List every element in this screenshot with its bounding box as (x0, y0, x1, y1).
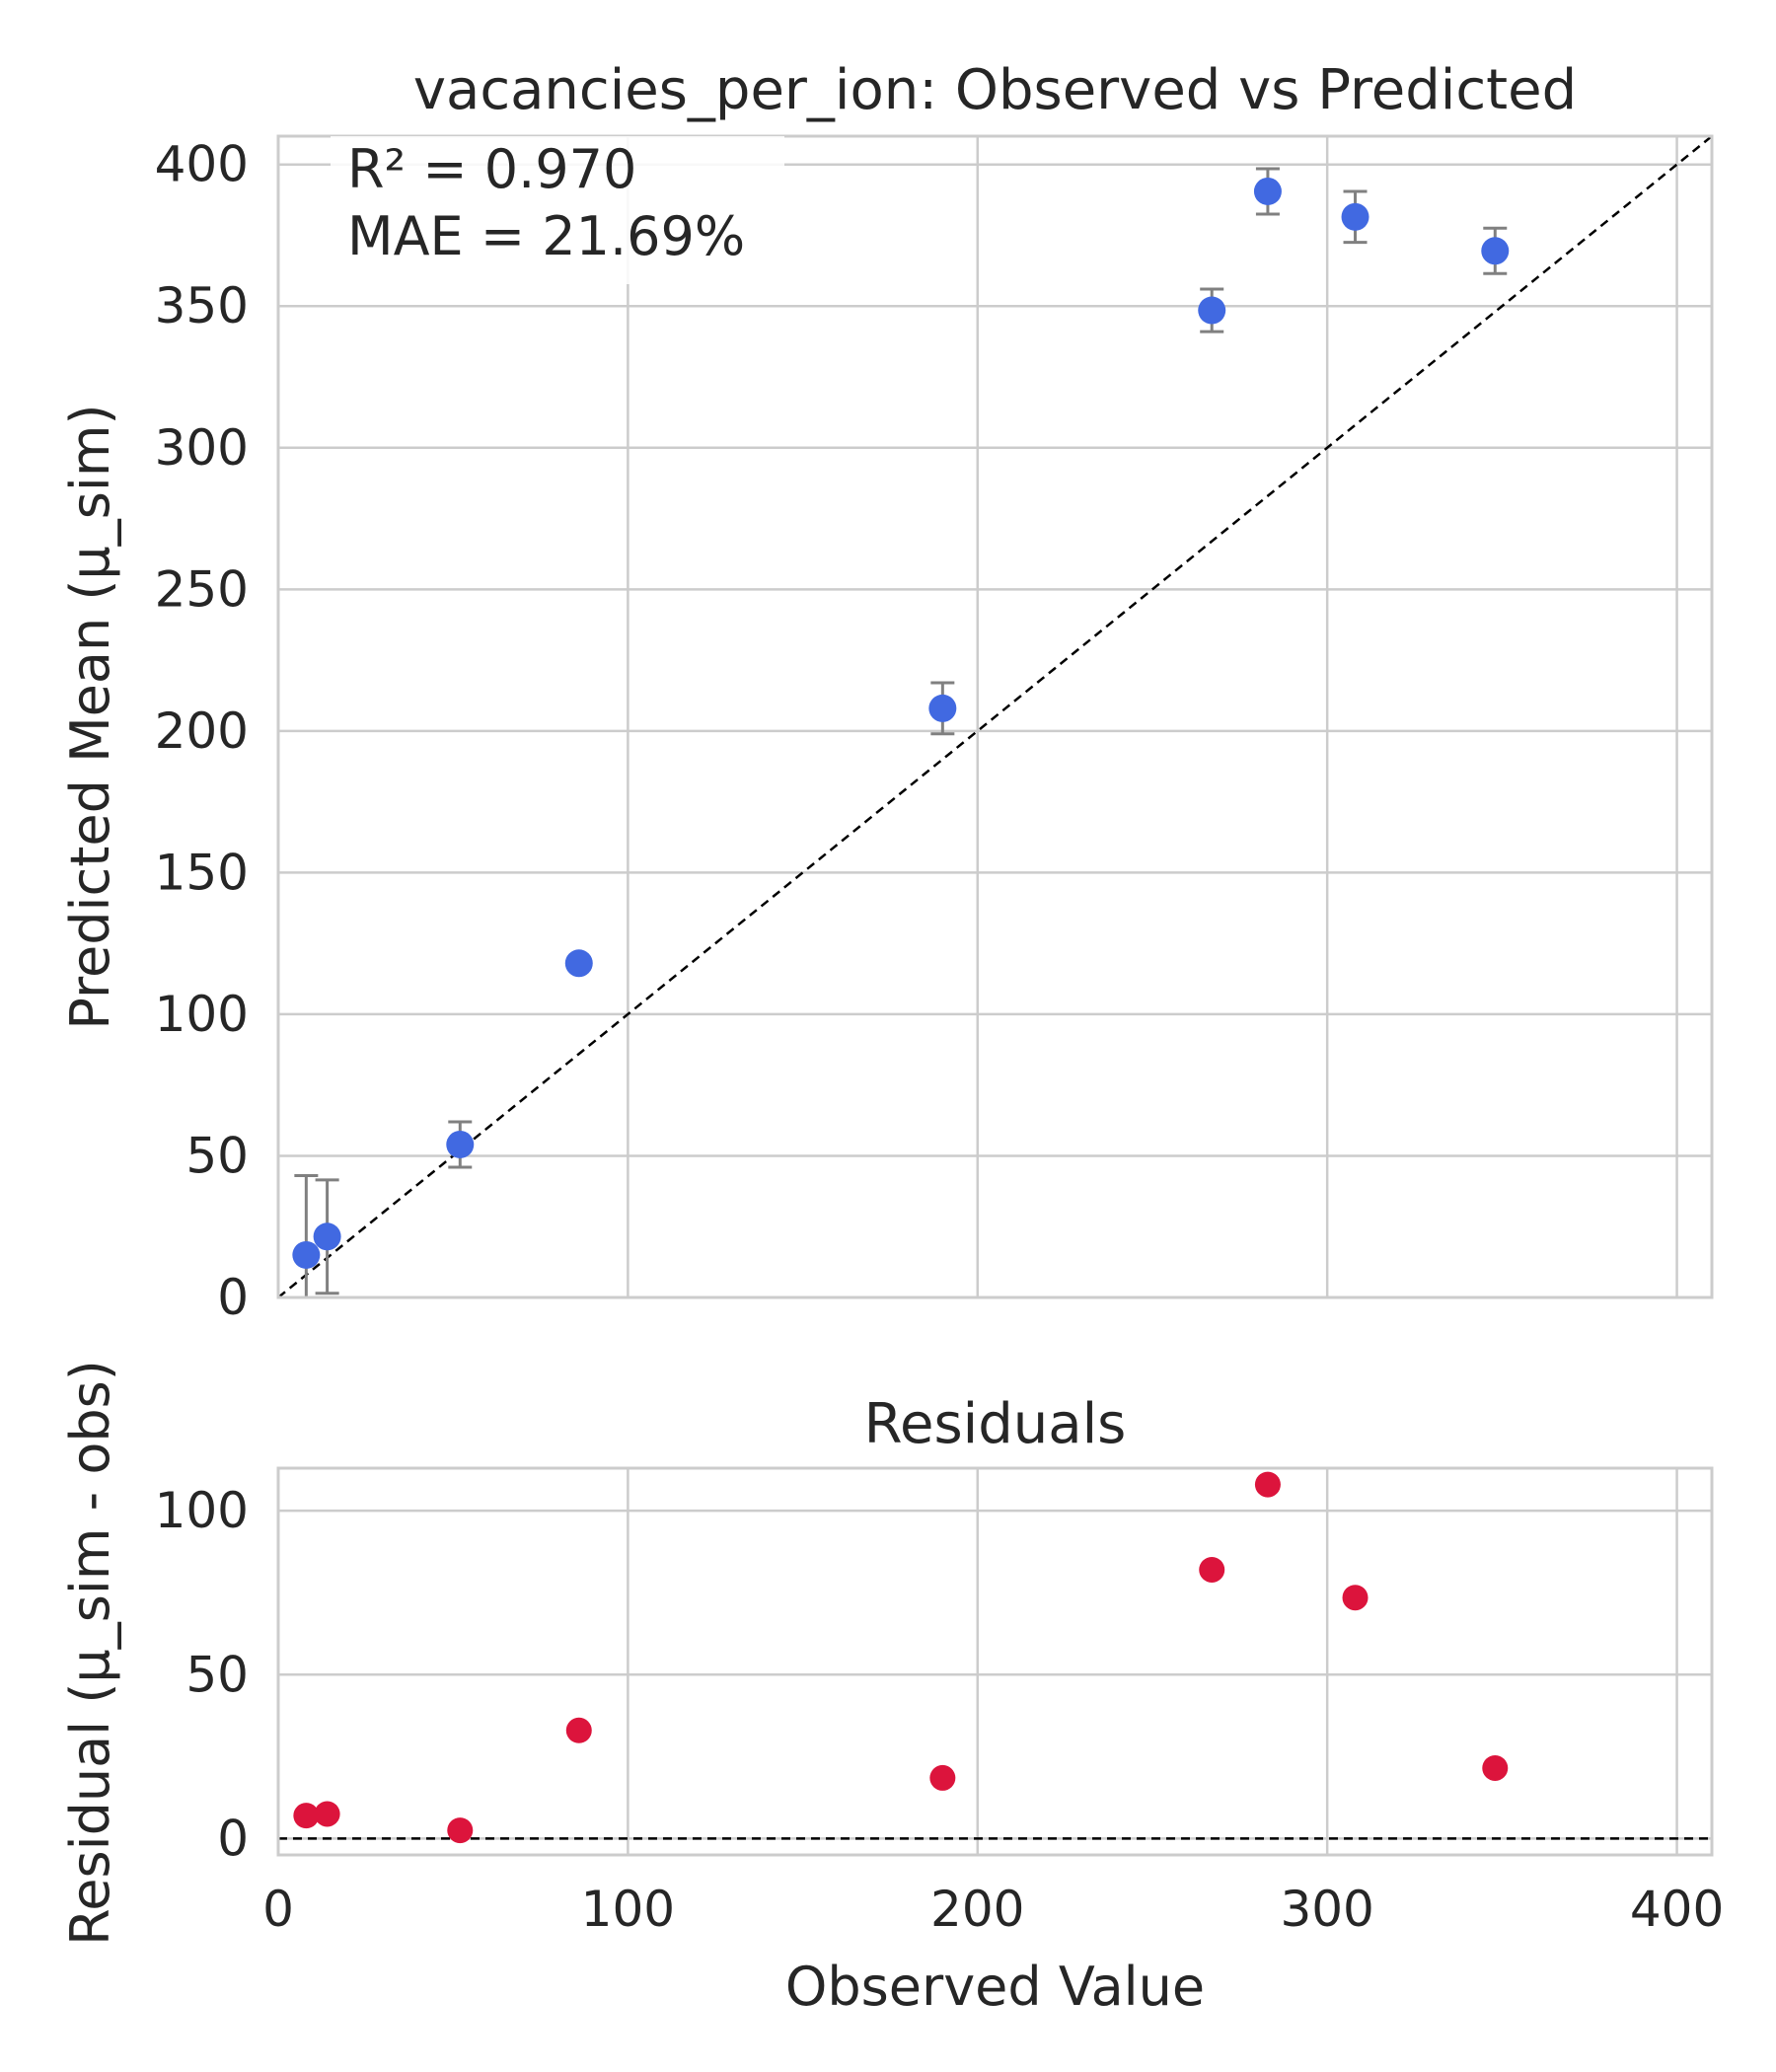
residual-point (314, 1801, 340, 1827)
residual-points (293, 1471, 1509, 1844)
residual-point (1482, 1754, 1509, 1781)
mae-annotation: MAE = 21.69% (347, 205, 745, 267)
top-chart-title: vacancies_per_ion: Observed vs Predicted (413, 58, 1577, 122)
top-y-tick-label: 150 (155, 844, 249, 901)
observed-vs-predicted-panel: 0 50 100 150 200 250 300 350 400 R² = 0.970 MAE … (59, 58, 1714, 1326)
bottom-y-tick-label: 0 (217, 1810, 249, 1867)
top-y-axis-label: Predicted Mean (μ_sim) (59, 404, 121, 1029)
predicted-point (1341, 202, 1369, 231)
predicted-point (564, 949, 593, 978)
residual-point (293, 1803, 320, 1829)
x-tick-label: 0 (262, 1881, 294, 1938)
top-y-tick-label: 400 (155, 136, 249, 193)
identity-reference-line (277, 135, 1713, 1298)
top-y-tick-label: 250 (155, 560, 249, 618)
top-y-tick-label: 0 (217, 1269, 249, 1326)
residual-point (1342, 1585, 1369, 1611)
top-points (292, 177, 1510, 1269)
residual-point (1254, 1471, 1281, 1498)
residual-y-axis-label: Residual (μ_sim - obs) (59, 1360, 121, 1946)
residual-point (447, 1817, 474, 1844)
predicted-point (1481, 237, 1510, 265)
predicted-point (1253, 177, 1282, 205)
top-y-tick-label: 350 (155, 277, 249, 334)
top-y-tick-label: 200 (155, 703, 249, 760)
bottom-y-tick-label: 50 (185, 1646, 249, 1703)
top-y-tick-label: 300 (155, 419, 249, 477)
top-y-tick-labels: 0 50 100 150 200 250 300 350 400 (155, 136, 249, 1326)
residuals-panel: 0 50 100 0 100 200 300 400 Residuals Residual … (59, 1360, 1724, 2018)
residuals-title: Residuals (864, 1392, 1127, 1456)
residual-point (929, 1764, 956, 1791)
x-tick-label: 100 (581, 1881, 675, 1938)
x-tick-label: 300 (1280, 1881, 1373, 1938)
bottom-y-tick-labels: 0 50 100 (155, 1482, 249, 1867)
residual-point (565, 1717, 592, 1743)
residual-point (1199, 1556, 1225, 1583)
x-axis-label: Observed Value (785, 1956, 1205, 2018)
bottom-plot-frame (276, 1466, 1714, 1857)
predicted-point (292, 1240, 321, 1269)
x-tick-label: 200 (930, 1881, 1024, 1938)
predicted-point (313, 1222, 341, 1251)
stats-annotation-box (331, 136, 784, 284)
x-tick-label: 400 (1630, 1881, 1724, 1938)
top-y-tick-label: 100 (155, 986, 249, 1043)
top-plot-frame (276, 134, 1714, 1299)
r-squared-annotation: R² = 0.970 (347, 138, 636, 200)
x-tick-labels: 0 100 200 300 400 (262, 1881, 1724, 1938)
top-y-tick-label: 50 (185, 1127, 249, 1184)
bottom-y-tick-label: 100 (155, 1482, 249, 1539)
predicted-point (1198, 296, 1226, 325)
predicted-point (446, 1130, 475, 1158)
predicted-point (928, 694, 957, 722)
